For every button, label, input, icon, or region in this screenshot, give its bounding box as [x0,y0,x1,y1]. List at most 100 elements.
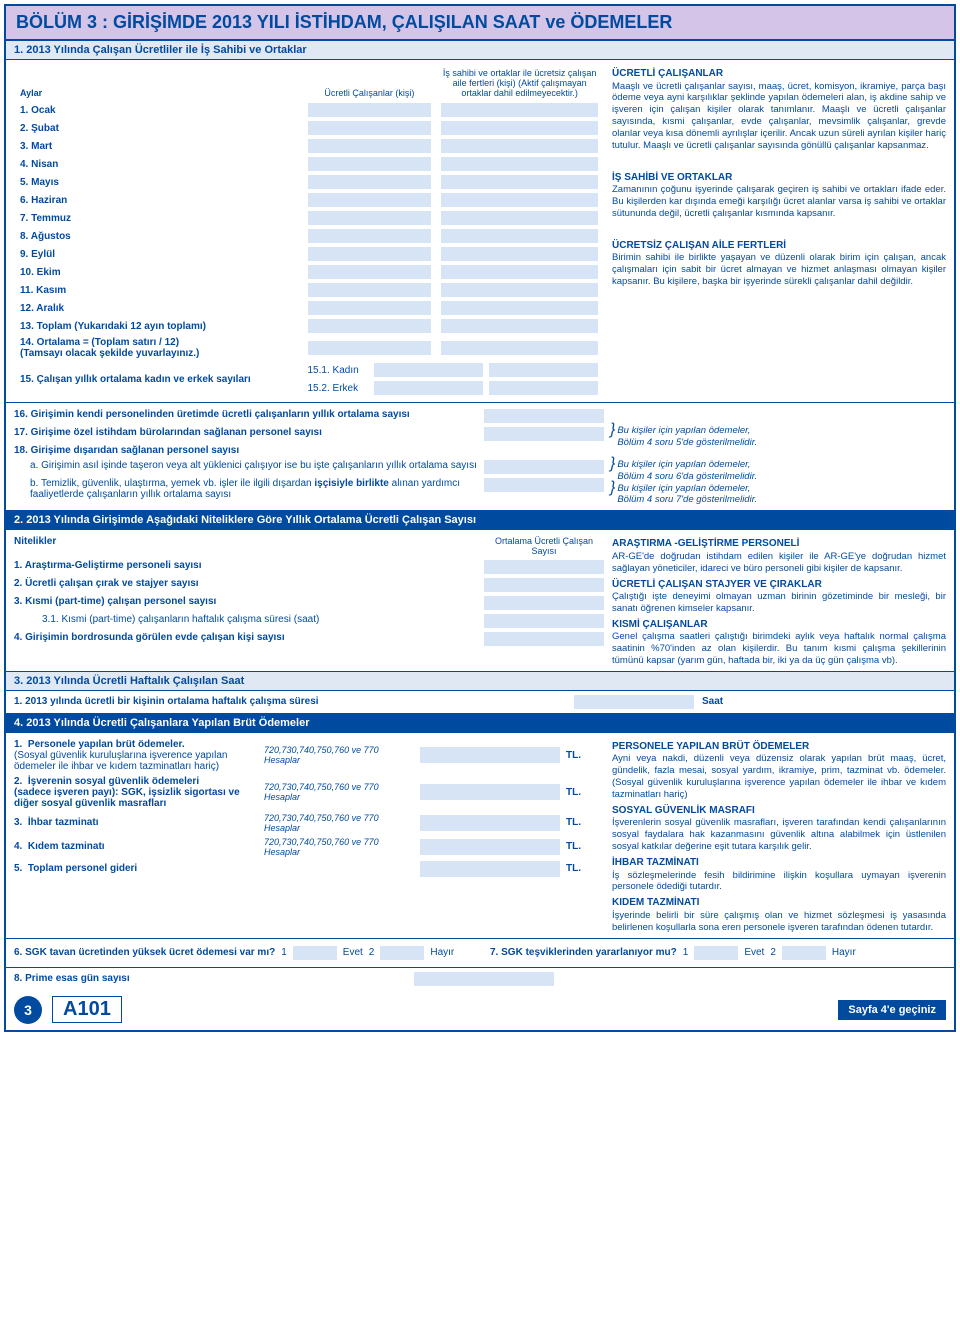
r15-erkek-label: 15.2. Erkek [308,383,368,394]
def4-t3: İHBAR TAZMİNATI [612,857,946,870]
main-title: BÖLÜM 3 : GİRİŞİMDE 2013 YILI İSTİHDAM, … [6,6,954,40]
q16-input[interactable] [484,409,604,423]
section4-q8: 8. Prime esas gün sayısı [6,967,954,990]
r15-erkek-c2[interactable] [489,381,598,395]
m10-c1[interactable] [308,265,432,279]
form-page: BÖLÜM 3 : GİRİŞİMDE 2013 YILI İSTİHDAM, … [4,4,956,1032]
m4-c1[interactable] [308,157,432,171]
m12-c2[interactable] [441,301,598,315]
m8-c1[interactable] [308,229,432,243]
s2-r3-input[interactable] [484,596,604,610]
q18a-input[interactable] [484,460,604,474]
brace-icon: } [610,483,617,507]
def2-t2: ÜCRETLİ ÇALIŞAN STAJYER VE ÇIRAKLAR [612,579,946,592]
m2-c2[interactable] [441,121,598,135]
s3-input[interactable] [574,695,694,709]
m6-c1[interactable] [308,193,432,207]
q6-no[interactable] [380,946,424,960]
s4-r1-input[interactable] [420,747,560,763]
s3-unit: Saat [694,696,723,707]
m3-c1[interactable] [308,139,432,153]
q18b: b. Temizlik, güvenlik, ulaştırma, yemek … [30,478,478,500]
def2-p2: Çalıştığı işte deneyimi olmayan uzman bi… [612,591,946,615]
q7-yes[interactable] [694,946,738,960]
col1-header: Ücretli Çalışanlar (kişi) [304,66,436,100]
m11-c2[interactable] [441,283,598,297]
def1-p1: Maaşlı ve ücretli çalışanlar sayısı, maa… [612,81,946,152]
tl-unit: TL. [566,787,590,798]
q17-input[interactable] [484,427,604,441]
next-page-button[interactable]: Sayfa 4'e geçiniz [838,1000,946,1020]
s2-r4-input[interactable] [484,632,604,646]
r14-c1[interactable] [308,341,432,355]
m12-c1[interactable] [308,301,432,315]
month-6: 6. Haziran [16,192,302,208]
m4-c2[interactable] [441,157,598,171]
q7-no[interactable] [782,946,826,960]
m9-c1[interactable] [308,247,432,261]
def2-t1: ARAŞTIRMA -GELİŞTİRME PERSONELİ [612,538,946,551]
s4-r4-input[interactable] [420,839,560,855]
s4-r3-acct: 720,730,740,750,760 ve 770 Hesaplar [264,813,414,833]
s2-r2-input[interactable] [484,578,604,592]
note18ba: Bu kişiler için yapılan ödemeler, [617,483,750,494]
s4-r3-input[interactable] [420,815,560,831]
section3-body: 1. 2013 yılında ücretli bir kişinin orta… [6,691,954,713]
r13-c1[interactable] [308,319,432,333]
s2-r31: 3.1. Kısmi (part-time) çalışanların haft… [42,614,478,625]
tl-unit: TL. [566,750,590,761]
month-3: 3. Mart [16,138,302,154]
month-8: 8. Ağustos [16,228,302,244]
q8-input[interactable] [414,972,554,986]
r14-c2[interactable] [441,341,598,355]
row-15: 15. Çalışan yıllık ortalama kadın ve erk… [16,362,302,396]
n1: 1 [683,947,689,958]
m5-c2[interactable] [441,175,598,189]
def4-p2: İşverenlerin sosyal güvenlik masrafları,… [612,817,946,853]
section4-yesno: 6. SGK tavan ücretinden yüksek ücret öde… [6,938,954,967]
s2-r31-input[interactable] [484,614,604,628]
q16: 16. Girişimin kendi personelinden üretim… [14,409,478,420]
r15-kadin-c2[interactable] [489,363,598,377]
page-number: 3 [14,996,42,1024]
r15-erkek-c1[interactable] [374,381,483,395]
m1-c2[interactable] [441,103,598,117]
s2-r1-input[interactable] [484,560,604,574]
m3-c2[interactable] [441,139,598,153]
m8-c2[interactable] [441,229,598,243]
def4-p3: İş sözleşmelerinde fesih bildirimine ili… [612,870,946,894]
def1-t3: ÜCRETSİZ ÇALIŞAN AİLE FERTLERİ [612,240,946,253]
s4-r5-input[interactable] [420,861,560,877]
q18b-input[interactable] [484,478,604,492]
m11-c1[interactable] [308,283,432,297]
r15-kadin-label: 15.1. Kadın [308,365,368,376]
m6-c2[interactable] [441,193,598,207]
s2-col2: Ortalama Ücretli Çalışan Sayısı [484,536,604,556]
def2-p3: Genel çalışma saatleri çalıştığı birimde… [612,631,946,667]
def2-t3: KISMİ ÇALIŞANLAR [612,619,946,632]
r13-c2[interactable] [441,319,598,333]
months-table: Aylar Ücretli Çalışanlar (kişi) İş sahib… [14,64,604,398]
m9-c2[interactable] [441,247,598,261]
col-months: Aylar [16,66,302,100]
section1-lower: 16. Girişimin kendi personelinden üretim… [6,402,954,510]
def1-t2: İŞ SAHİBİ VE ORTAKLAR [612,172,946,185]
q18a: a. Girişimin asıl işinde taşeron veya al… [30,460,478,471]
month-2: 2. Şubat [16,120,302,136]
q18: 18. Girişime dışarıdan sağlanan personel… [14,443,604,458]
m7-c2[interactable] [441,211,598,225]
m1-c1[interactable] [308,103,432,117]
tl-unit: TL. [566,817,590,828]
s4-r2-input[interactable] [420,784,560,800]
m10-c2[interactable] [441,265,598,279]
m2-c1[interactable] [308,121,432,135]
month-1: 1. Ocak [16,102,302,118]
q6-yes[interactable] [293,946,337,960]
q7: 7. SGK teşviklerinden yararlanıyor mu? [490,947,677,958]
month-4: 4. Nisan [16,156,302,172]
r15-kadin-c1[interactable] [374,363,483,377]
m7-c1[interactable] [308,211,432,225]
def4-p4: İşyerinde belirli bir süre çalışmış olan… [612,910,946,934]
s2-r4: 4. Girişimin bordrosunda görülen evde ça… [14,632,478,643]
m5-c1[interactable] [308,175,432,189]
